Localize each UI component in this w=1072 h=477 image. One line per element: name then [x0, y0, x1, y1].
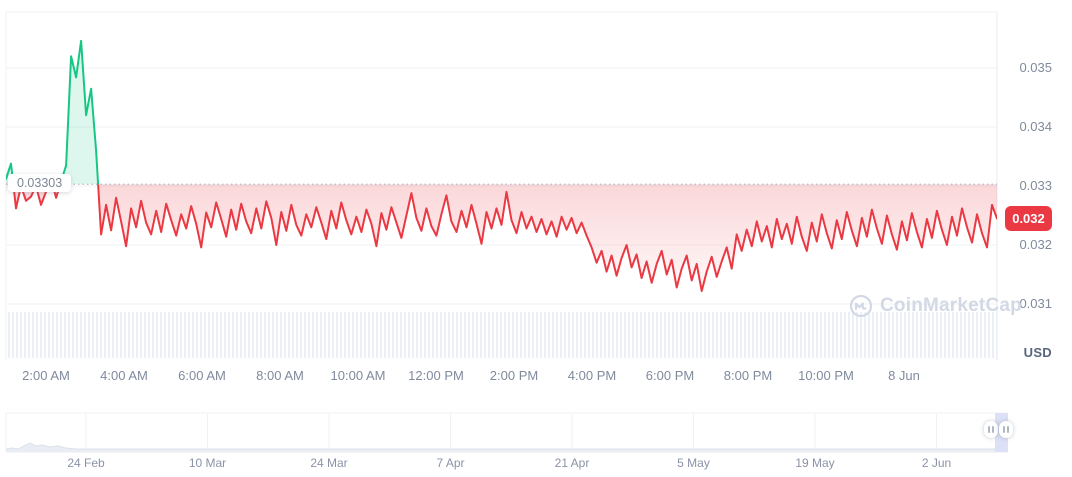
x-axis-label: 6:00 PM	[645, 368, 695, 383]
navigator-date-label: 10 Mar	[188, 456, 227, 470]
navigator-date-label: 7 Apr	[436, 456, 465, 470]
watermark-label: CoinMarketCap	[880, 295, 1022, 316]
navigator-handle-right[interactable]	[999, 421, 1013, 438]
navigator-handle-left[interactable]	[984, 421, 998, 438]
x-axis-label: 4:00 PM	[567, 368, 617, 383]
watermark: CoinMarketCap	[849, 294, 1022, 318]
y-axis-label: 0.031	[1019, 296, 1052, 311]
navigator-date-label: 24 Mar	[310, 456, 348, 470]
x-axis-label: 2:00 PM	[489, 368, 539, 383]
x-axis-label: 10:00 PM	[798, 368, 854, 383]
navigator-date-label: 19 May	[795, 456, 835, 470]
coinmarketcap-logo-icon	[849, 294, 873, 318]
y-axis-label: 0.033	[1019, 178, 1052, 193]
x-axis-label: 4:00 AM	[100, 368, 148, 383]
x-axis-label: 10:00 AM	[330, 368, 386, 383]
reference-price-label: 0.03303	[8, 174, 72, 192]
x-axis-label: 12:00 PM	[408, 368, 464, 383]
y-axis-label: 0.034	[1019, 119, 1052, 134]
currency-unit-label: USD	[1023, 345, 1052, 360]
navigator-date-label: 5 May	[677, 456, 710, 470]
x-axis-label: 6:00 AM	[178, 368, 226, 383]
y-axis-label: 0.032	[1019, 237, 1052, 252]
navigator-date-label: 21 Apr	[554, 456, 590, 470]
navigator-date-label: 24 Feb	[67, 456, 105, 470]
y-axis-label: 0.035	[1019, 60, 1052, 75]
x-axis-label: 2:00 AM	[22, 368, 70, 383]
x-axis-label: 8 Jun	[888, 368, 920, 383]
x-axis-label: 8:00 AM	[256, 368, 304, 383]
navigator-date-label: 2 Jun	[921, 456, 952, 470]
current-price-badge: 0.032	[1005, 206, 1052, 231]
x-axis-label: 8:00 PM	[723, 368, 773, 383]
